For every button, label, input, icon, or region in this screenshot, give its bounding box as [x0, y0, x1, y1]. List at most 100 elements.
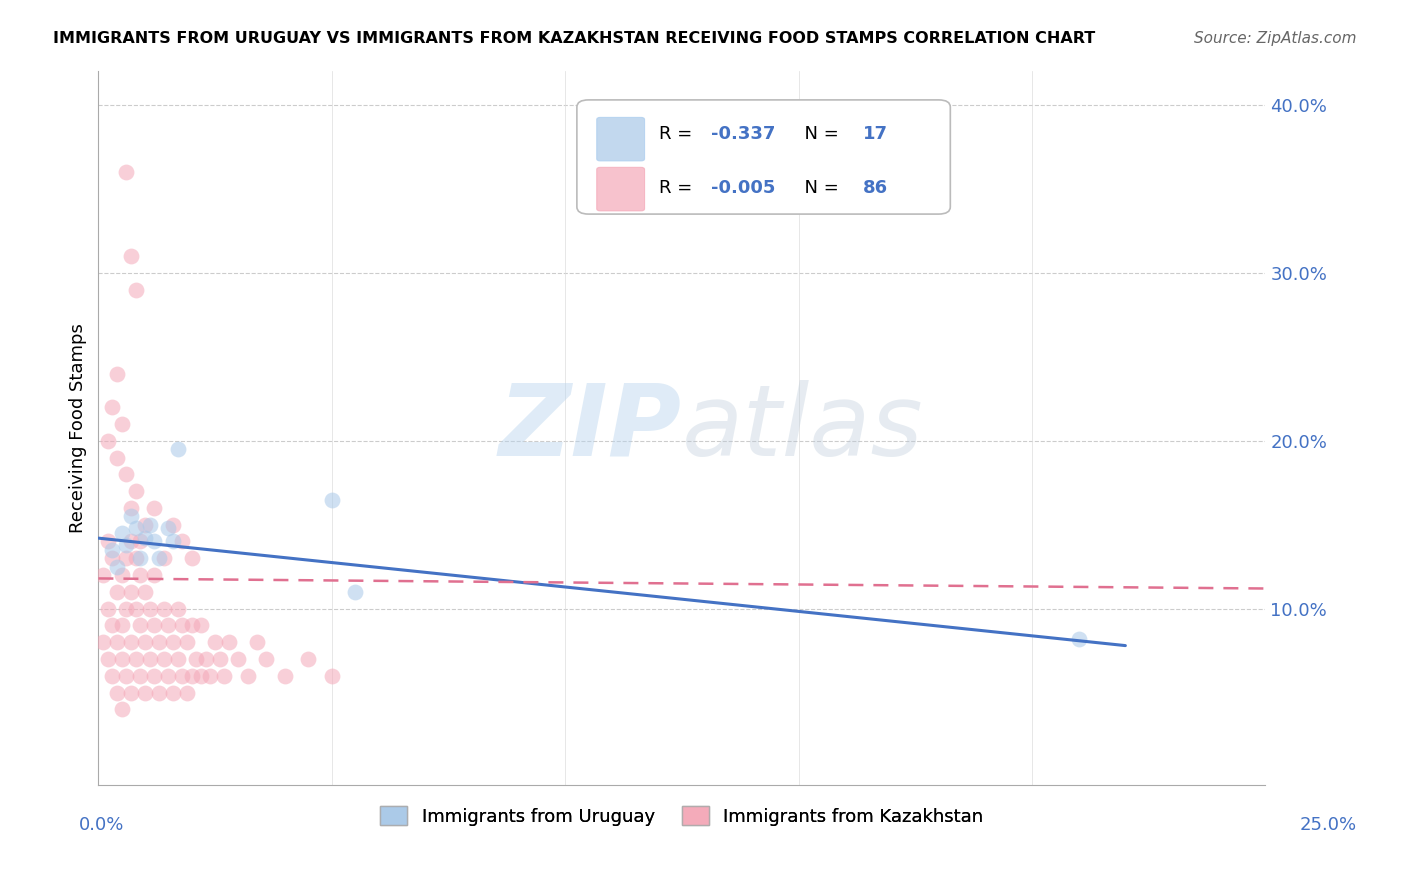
Point — [111, 618, 134, 632]
FancyBboxPatch shape — [596, 168, 644, 211]
Point — [157, 669, 180, 683]
FancyBboxPatch shape — [596, 118, 644, 161]
Point — [111, 568, 134, 582]
Point — [129, 534, 152, 549]
Point — [97, 534, 120, 549]
Point — [125, 283, 148, 297]
Point — [162, 685, 184, 699]
Point — [180, 618, 202, 632]
Point — [344, 585, 367, 599]
Point — [115, 165, 138, 179]
Point — [105, 635, 128, 649]
Point — [162, 635, 184, 649]
Point — [120, 249, 142, 263]
Point — [101, 669, 124, 683]
Point — [172, 669, 194, 683]
Point — [218, 635, 240, 649]
Y-axis label: Receiving Food Stamps: Receiving Food Stamps — [69, 323, 87, 533]
Text: 25.0%: 25.0% — [1301, 816, 1357, 834]
Point — [105, 559, 128, 574]
Point — [97, 601, 120, 615]
Point — [166, 442, 188, 457]
Point — [101, 542, 124, 557]
Point — [166, 601, 188, 615]
Point — [143, 500, 166, 515]
Point — [115, 669, 138, 683]
Point — [111, 526, 134, 541]
Point — [152, 652, 174, 666]
Point — [134, 685, 156, 699]
Point — [129, 669, 152, 683]
Point — [125, 551, 148, 566]
Point — [321, 669, 343, 683]
Point — [208, 652, 231, 666]
Point — [91, 568, 114, 582]
Point — [321, 492, 343, 507]
Point — [97, 434, 120, 448]
Point — [143, 534, 166, 549]
Text: Source: ZipAtlas.com: Source: ZipAtlas.com — [1194, 31, 1357, 46]
Point — [125, 652, 148, 666]
Point — [91, 635, 114, 649]
Point — [105, 367, 128, 381]
Point — [256, 652, 278, 666]
Text: ZIP: ZIP — [499, 380, 682, 476]
Point — [143, 618, 166, 632]
Point — [105, 685, 128, 699]
Point — [157, 521, 180, 535]
Point — [115, 538, 138, 552]
Text: IMMIGRANTS FROM URUGUAY VS IMMIGRANTS FROM KAZAKHSTAN RECEIVING FOOD STAMPS CORR: IMMIGRANTS FROM URUGUAY VS IMMIGRANTS FR… — [53, 31, 1095, 46]
Point — [162, 534, 184, 549]
Point — [176, 685, 198, 699]
Point — [120, 635, 142, 649]
Text: N =: N = — [793, 178, 844, 196]
FancyBboxPatch shape — [576, 100, 950, 214]
Point — [129, 568, 152, 582]
Point — [120, 534, 142, 549]
Point — [134, 635, 156, 649]
Point — [139, 652, 162, 666]
Point — [194, 652, 217, 666]
Point — [125, 601, 148, 615]
Text: R =: R = — [658, 125, 697, 143]
Point — [186, 652, 208, 666]
Point — [134, 531, 156, 545]
Text: 17: 17 — [863, 125, 887, 143]
Point — [172, 618, 194, 632]
Point — [176, 635, 198, 649]
Point — [180, 551, 202, 566]
Point — [101, 551, 124, 566]
Point — [101, 400, 124, 414]
Point — [190, 669, 212, 683]
Point — [214, 669, 236, 683]
Text: atlas: atlas — [682, 380, 924, 476]
Point — [115, 601, 138, 615]
Point — [115, 551, 138, 566]
Point — [148, 635, 170, 649]
Point — [274, 669, 297, 683]
Point — [143, 568, 166, 582]
Legend: Immigrants from Uruguay, Immigrants from Kazakhstan: Immigrants from Uruguay, Immigrants from… — [373, 799, 991, 833]
Text: 0.0%: 0.0% — [79, 816, 124, 834]
Point — [134, 517, 156, 532]
Point — [120, 509, 142, 524]
Text: R =: R = — [658, 178, 697, 196]
Point — [139, 517, 162, 532]
Point — [120, 685, 142, 699]
Point — [143, 669, 166, 683]
Point — [204, 635, 226, 649]
Text: -0.337: -0.337 — [711, 125, 776, 143]
Point — [125, 521, 148, 535]
Point — [129, 551, 152, 566]
Point — [101, 618, 124, 632]
Point — [111, 417, 134, 431]
Point — [166, 652, 188, 666]
Point — [172, 534, 194, 549]
Point — [115, 467, 138, 482]
Point — [297, 652, 319, 666]
Point — [236, 669, 259, 683]
Text: N =: N = — [793, 125, 844, 143]
Point — [148, 685, 170, 699]
Point — [111, 702, 134, 716]
Text: 86: 86 — [863, 178, 889, 196]
